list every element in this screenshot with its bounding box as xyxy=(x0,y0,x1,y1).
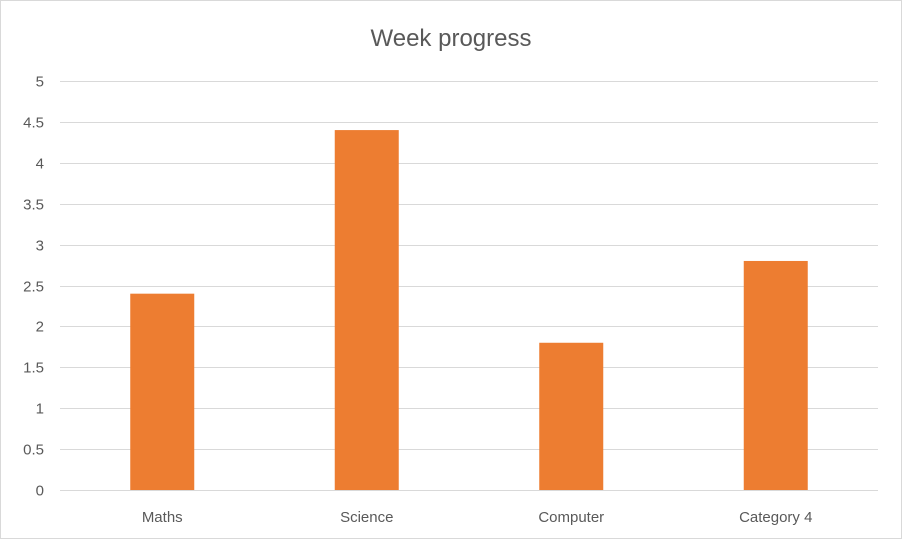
x-axis-tick-labels: Maths Science Computer Category 4 xyxy=(142,509,813,526)
y-tick-label: 1.5 xyxy=(23,360,44,377)
chart-title: Week progress xyxy=(370,25,532,52)
y-tick-label: 2.5 xyxy=(23,279,44,296)
y-tick-label: 5 xyxy=(36,74,44,91)
x-tick-label: Computer xyxy=(538,509,604,526)
y-tick-label: 0 xyxy=(36,483,44,500)
x-tick-label: Science xyxy=(340,509,393,526)
x-tick-label: Category 4 xyxy=(739,509,812,526)
y-tick-label: 4 xyxy=(36,156,44,173)
y-tick-label: 2 xyxy=(36,319,44,336)
bars xyxy=(130,130,808,490)
y-tick-label: 3.5 xyxy=(23,197,44,214)
bar-maths xyxy=(130,293,195,490)
y-tick-label: 4.5 xyxy=(23,115,44,132)
y-tick-label: 0.5 xyxy=(23,442,44,459)
gridlines xyxy=(60,81,878,491)
y-tick-label: 1 xyxy=(36,401,44,418)
x-tick-label: Maths xyxy=(142,509,183,526)
bar-computer xyxy=(539,342,604,490)
y-tick-label: 3 xyxy=(36,238,44,255)
y-axis-tick-labels: 0 0.5 1 1.5 2 2.5 3 3.5 4 4.5 5 xyxy=(23,74,44,500)
bar-science xyxy=(334,130,399,490)
bar-category-4 xyxy=(743,260,808,490)
